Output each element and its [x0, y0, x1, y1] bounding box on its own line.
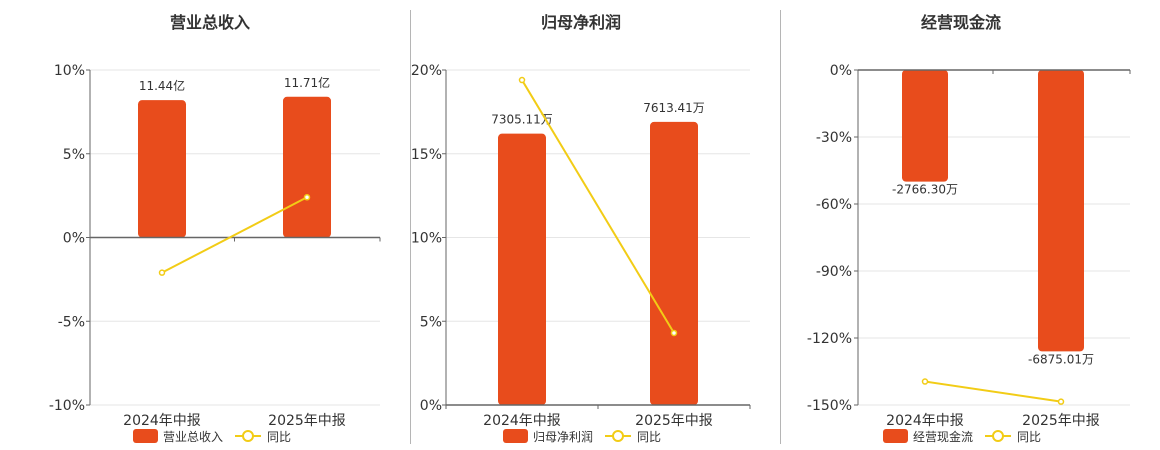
- yoy-point: [921, 378, 929, 385]
- legend-line-marker: [992, 430, 1004, 442]
- bar-data-label: 11.44亿: [139, 78, 185, 93]
- yoy-line: [924, 380, 1062, 403]
- panel-divider: [780, 10, 781, 444]
- yoy-point: [670, 329, 678, 337]
- bar: [498, 133, 546, 405]
- chart-title: 经营现金流: [921, 13, 1001, 32]
- category-label: 2024年中报: [123, 413, 201, 429]
- yoy-point: [1057, 398, 1065, 405]
- bar-data-label: 11.71亿: [284, 75, 330, 90]
- panel-divider: [410, 10, 411, 444]
- y-tick-label: -30%: [816, 130, 852, 146]
- chart-title: 归母净利润: [541, 13, 621, 32]
- chart-title: 营业总收入: [170, 13, 250, 32]
- y-tick-label: -10%: [49, 398, 85, 414]
- bar: [138, 100, 186, 238]
- legend-line-label: 同比: [267, 430, 291, 444]
- y-tick-label: 10%: [54, 63, 85, 79]
- y-tick-label: -5%: [58, 314, 85, 330]
- y-tick-label: 5%: [63, 147, 85, 163]
- legend-bar-label: 归母净利润: [533, 430, 593, 444]
- y-tick-label: 0%: [830, 63, 852, 79]
- legend-bar-swatch: [503, 429, 528, 443]
- y-tick-label: -120%: [807, 331, 852, 347]
- legend-bar-label: 营业总收入: [163, 430, 223, 444]
- category-label: 2024年中报: [886, 413, 964, 429]
- y-tick-label: 5%: [420, 314, 442, 330]
- legend-bar-label: 经营现金流: [913, 429, 973, 444]
- bar: [283, 96, 331, 238]
- yoy-point: [518, 76, 526, 84]
- legend-line-marker: [242, 430, 254, 442]
- y-tick-label: 20%: [411, 63, 442, 79]
- bar-data-label: -6875.01万: [1028, 352, 1094, 366]
- category-label: 2025年中报: [1022, 413, 1100, 429]
- bar-data-label: 7305.11万: [491, 113, 553, 127]
- y-tick-label: -60%: [816, 197, 852, 213]
- y-tick-label: 0%: [63, 231, 85, 247]
- y-tick-label: 0%: [420, 398, 442, 414]
- bar: [902, 70, 948, 182]
- y-tick-label: -150%: [807, 398, 852, 414]
- y-tick-label: -90%: [816, 264, 852, 280]
- bar: [1038, 70, 1084, 352]
- legend-bar-swatch: [133, 429, 158, 443]
- category-label: 2025年中报: [635, 413, 713, 429]
- yoy-line: [161, 196, 308, 274]
- yoy-point: [158, 269, 166, 276]
- yoy-point: [303, 194, 311, 201]
- y-tick-label: 10%: [411, 231, 442, 247]
- legend-line-label: 同比: [637, 430, 661, 444]
- legend-line-marker: [612, 430, 624, 442]
- category-label: 2024年中报: [483, 413, 561, 429]
- yoy-line: [521, 79, 675, 334]
- bar-data-label: 7613.41万: [643, 101, 705, 115]
- bar: [650, 121, 698, 406]
- bar-data-label: -2766.30万: [892, 183, 958, 197]
- legend-bar-swatch: [883, 429, 908, 443]
- y-tick-label: 15%: [411, 147, 442, 163]
- legend-line-label: 同比: [1017, 430, 1041, 444]
- category-label: 2025年中报: [268, 413, 346, 429]
